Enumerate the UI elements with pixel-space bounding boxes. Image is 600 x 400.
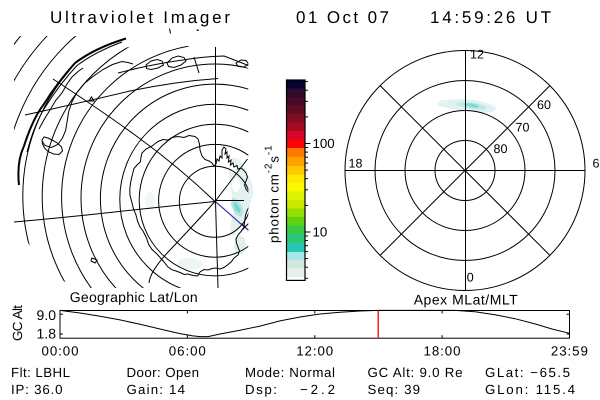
svg-text:0: 0	[467, 271, 474, 285]
svg-text:GC Alt: GC Alt	[10, 305, 25, 341]
svg-text:60: 60	[537, 98, 551, 112]
svg-text:Apex MLat/MLT: Apex MLat/MLT	[414, 292, 518, 308]
svg-text:12: 12	[470, 48, 484, 62]
svg-text:IP: 36.0: IP: 36.0	[11, 382, 63, 397]
svg-text:23:59: 23:59	[551, 344, 588, 359]
svg-text:12:00: 12:00	[296, 344, 333, 359]
svg-text:Gain: 14: Gain: 14	[127, 382, 186, 397]
svg-text:6: 6	[593, 157, 600, 171]
svg-text:Seq: 39: Seq: 39	[368, 382, 421, 397]
svg-text:photon cm-2s-1: photon cm-2s-1	[264, 145, 282, 243]
svg-text:Flt: LBHL: Flt: LBHL	[11, 365, 70, 380]
svg-text:80: 80	[494, 142, 508, 156]
svg-text:01 Oct 07: 01 Oct 07	[296, 8, 389, 27]
svg-text:14:59:26 UT: 14:59:26 UT	[430, 8, 551, 27]
svg-text:−2.2: −2.2	[300, 382, 335, 397]
svg-text:1.8: 1.8	[37, 326, 57, 342]
svg-text:70: 70	[516, 121, 530, 135]
svg-text:06:00: 06:00	[169, 344, 206, 359]
svg-text:18:00: 18:00	[424, 344, 461, 359]
svg-text:18: 18	[349, 157, 363, 171]
svg-text:9.0: 9.0	[37, 307, 57, 323]
svg-text:Door: Open: Door: Open	[127, 365, 200, 380]
svg-text:00:00: 00:00	[42, 344, 79, 359]
svg-text:GC Alt: 9.0 Re: GC Alt: 9.0 Re	[368, 365, 463, 380]
svg-text:Mode: Normal: Mode: Normal	[245, 365, 335, 380]
svg-text:GLat: −65.5: GLat: −65.5	[485, 365, 570, 380]
svg-text:100: 100	[313, 136, 335, 151]
svg-text:GLon: 115.4: GLon: 115.4	[485, 382, 575, 397]
svg-text:10: 10	[313, 225, 328, 240]
svg-text:Dsp:: Dsp:	[245, 382, 277, 397]
svg-text:Geographic Lat/Lon: Geographic Lat/Lon	[70, 289, 198, 305]
